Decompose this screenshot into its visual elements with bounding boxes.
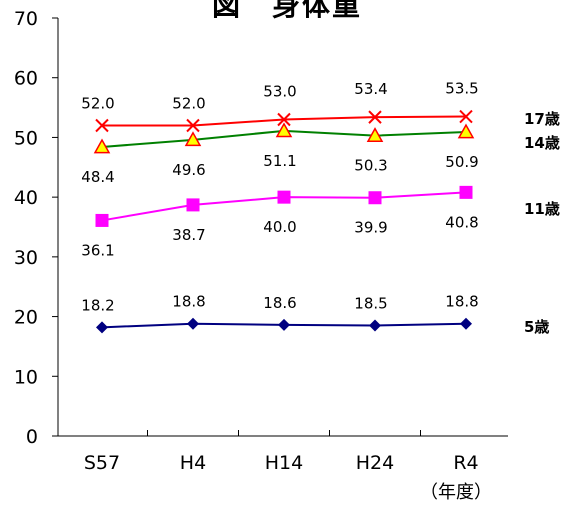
data-point (95, 213, 109, 227)
data-point (184, 131, 202, 147)
data-label: 50.3 (354, 157, 387, 175)
series-name-label: 17歳 (524, 110, 560, 128)
data-point (277, 190, 291, 204)
series-name-label: 11歳 (524, 200, 560, 218)
data-point (366, 127, 384, 142)
x-tick-label: S57 (84, 452, 120, 474)
data-point (459, 109, 473, 124)
data-point (277, 112, 291, 127)
data-point (186, 198, 200, 212)
y-tick-label: 40 (14, 187, 38, 209)
data-point (460, 317, 472, 330)
y-tick-label: 20 (14, 307, 38, 329)
data-label: 52.0 (172, 94, 205, 112)
data-point (186, 118, 200, 133)
data-label: 36.1 (81, 241, 114, 259)
data-label: 53.0 (263, 83, 296, 101)
data-label: 51.1 (263, 152, 296, 170)
data-label: 48.4 (81, 168, 114, 186)
y-tick-label: 10 (14, 366, 38, 388)
data-label: 39.9 (354, 219, 387, 237)
y-tick-label: 50 (14, 127, 38, 149)
data-label: 18.8 (172, 293, 205, 311)
data-label: 40.8 (445, 213, 478, 231)
x-tick-label: H4 (180, 452, 206, 474)
data-point (368, 191, 382, 205)
y-tick-label: 70 (14, 8, 38, 30)
data-label: 18.6 (263, 294, 296, 312)
data-label: 40.0 (263, 218, 296, 236)
x-axis-unit-label: （年度） (420, 482, 492, 503)
series-name-label: 5歳 (524, 318, 549, 336)
data-label: 18.2 (81, 296, 114, 314)
y-tick-label: 0 (26, 426, 38, 448)
x-tick-label: R4 (453, 452, 478, 474)
y-tick-label: 30 (14, 247, 38, 269)
data-point (459, 185, 473, 199)
x-tick-label: H14 (265, 452, 303, 474)
data-label: 53.4 (354, 80, 387, 98)
data-label: 38.7 (172, 226, 205, 244)
data-label: 18.5 (354, 295, 387, 313)
data-point (187, 317, 199, 330)
data-label: 18.8 (445, 293, 478, 311)
x-tick-label: H24 (356, 452, 394, 474)
data-label: 52.0 (81, 94, 114, 112)
data-point (275, 122, 293, 138)
data-label: 49.6 (172, 161, 205, 179)
y-tick-label: 60 (14, 68, 38, 90)
data-label: 50.9 (445, 153, 478, 171)
data-point (95, 118, 109, 133)
series-name-label: 14歳 (524, 134, 560, 152)
chart-title: 図 身体重 (211, 0, 362, 22)
data-point (368, 110, 382, 124)
data-point (278, 318, 290, 331)
data-point (93, 138, 111, 154)
data-point (369, 319, 381, 332)
data-point (457, 123, 475, 139)
data-point (96, 321, 108, 334)
data-label: 53.5 (445, 80, 478, 98)
